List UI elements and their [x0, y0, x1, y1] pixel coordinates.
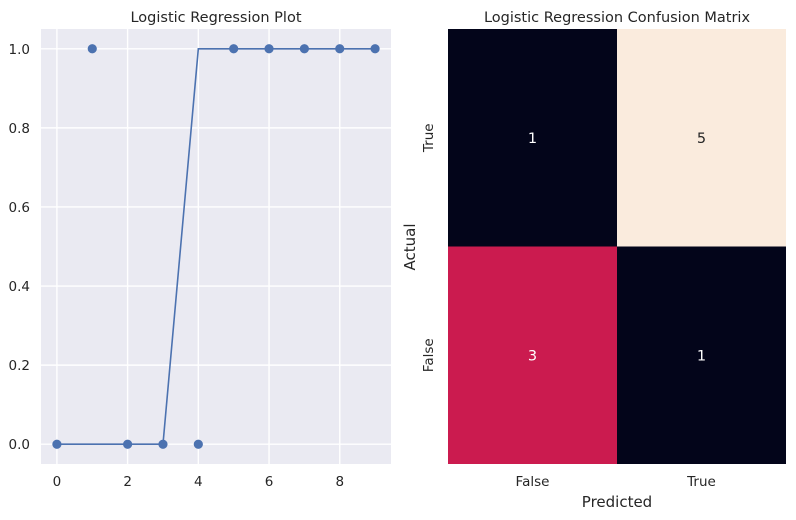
- data-point: [370, 44, 380, 54]
- y-tick-label: 0.8: [9, 121, 30, 137]
- data-point: [158, 439, 168, 449]
- x-tick-label: 8: [335, 474, 344, 490]
- y-tick-label: 1.0: [9, 42, 30, 58]
- heatmap-cells: 1 53 1: [448, 29, 786, 464]
- y-tick-labels: 0.0 0.2 0.4 0.6 0.8 1.0: [9, 42, 30, 453]
- y-tick-label: 0.4: [9, 279, 30, 295]
- logistic-regression-plot: 0 2 4 6 8 0.0 0.2 0.4 0.6 0.8 1.0 Logistic Regres…: [9, 10, 391, 490]
- cell-value-label: 5: [697, 131, 706, 147]
- y-tick-label: 0.2: [9, 358, 30, 374]
- data-point: [299, 44, 309, 54]
- cell-value-label: 3: [528, 348, 537, 364]
- data-point: [193, 439, 203, 449]
- plot-area: [41, 29, 391, 464]
- heatmap-cell: [617, 246, 786, 464]
- data-point: [52, 439, 62, 449]
- heatmap-cell: [448, 246, 617, 464]
- y-tick-label: 0.6: [9, 200, 30, 216]
- data-point: [229, 44, 239, 54]
- y-axis-label: Actual: [401, 224, 419, 271]
- x-category-label: False: [516, 474, 550, 490]
- chart-title: Logistic Regression Plot: [130, 10, 301, 26]
- x-category-labels: False True: [516, 474, 716, 490]
- cell-value-label: 1: [528, 131, 537, 147]
- x-category-label: True: [686, 474, 716, 490]
- y-category-label: False: [421, 338, 437, 372]
- y-category-labels: True False: [421, 123, 437, 372]
- fitted-line: [56, 47, 376, 446]
- data-point: [87, 44, 97, 54]
- x-tick-label: 6: [265, 474, 274, 490]
- data-points-layer: [52, 44, 380, 449]
- fitted-line-layer: [56, 47, 376, 446]
- data-point: [335, 44, 345, 54]
- y-tick-label: 0.0: [9, 437, 30, 453]
- x-tick-label: 0: [53, 474, 62, 490]
- x-tick-label: 4: [194, 474, 203, 490]
- chart-title: Logistic Regression Confusion Matrix: [484, 10, 751, 26]
- cell-value-label: 1: [697, 348, 706, 364]
- x-axis-label: Predicted: [582, 493, 652, 511]
- y-category-label: True: [421, 123, 437, 153]
- x-tick-label: 2: [123, 474, 132, 490]
- data-point: [264, 44, 274, 54]
- x-tick-labels: 0 2 4 6 8: [53, 474, 344, 490]
- heatmap-cell: [448, 29, 617, 247]
- heatmap-cell: [617, 29, 786, 247]
- data-point: [123, 439, 133, 449]
